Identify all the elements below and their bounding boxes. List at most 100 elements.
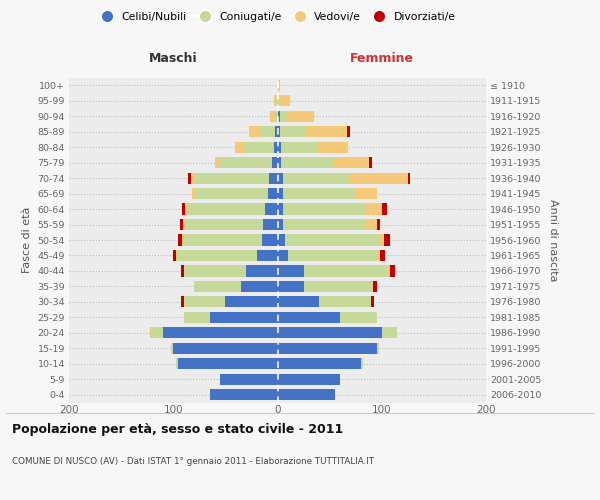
Bar (277, 266, 304, 276)
Bar (270, 110, 275, 122)
Bar (246, 266, 277, 276)
Bar (152, 328, 163, 338)
Bar (347, 126, 350, 137)
Bar (281, 157, 333, 168)
Bar (188, 172, 191, 184)
Bar (181, 296, 184, 308)
Bar (277, 172, 283, 184)
Bar (371, 296, 374, 308)
Bar (163, 328, 277, 338)
Bar (182, 219, 185, 230)
Bar (185, 204, 187, 214)
Bar (277, 204, 283, 214)
Bar (257, 250, 277, 261)
Bar (379, 234, 384, 246)
Bar (277, 374, 340, 385)
Bar (319, 296, 371, 308)
Bar (277, 250, 288, 261)
Bar (281, 142, 317, 152)
Bar (210, 312, 277, 323)
Bar (304, 281, 371, 292)
Bar (340, 312, 377, 323)
Bar (178, 358, 277, 370)
Bar (304, 266, 387, 276)
Bar (185, 219, 263, 230)
Bar (285, 234, 379, 246)
Bar (275, 110, 277, 122)
Bar (283, 188, 356, 199)
Bar (277, 95, 280, 106)
Bar (288, 250, 377, 261)
Bar (187, 204, 265, 214)
Bar (277, 281, 304, 292)
Bar (192, 188, 195, 199)
Bar (220, 157, 272, 168)
Bar (390, 266, 395, 276)
Bar (176, 250, 178, 261)
Bar (265, 204, 277, 214)
Y-axis label: Anni di nascita: Anni di nascita (548, 198, 559, 281)
Bar (283, 219, 366, 230)
Bar (277, 389, 335, 400)
Text: Popolazione per età, sesso e stato civile - 2011: Popolazione per età, sesso e stato civil… (12, 422, 343, 436)
Bar (268, 188, 277, 199)
Bar (288, 110, 314, 122)
Bar (272, 157, 277, 168)
Bar (173, 343, 277, 354)
Bar (384, 234, 390, 246)
Bar (275, 126, 277, 137)
Bar (277, 312, 340, 323)
Bar (220, 374, 277, 385)
Bar (382, 204, 387, 214)
Bar (277, 219, 283, 230)
Bar (333, 157, 369, 168)
Bar (373, 281, 377, 292)
Text: COMUNE DI NUSCO (AV) - Dati ISTAT 1° gennaio 2011 - Elaborazione TUTTITALIA.IT: COMUNE DI NUSCO (AV) - Dati ISTAT 1° gen… (12, 458, 374, 466)
Bar (283, 172, 350, 184)
Text: Maschi: Maschi (149, 52, 197, 64)
Bar (182, 204, 185, 214)
Bar (277, 234, 285, 246)
Bar (380, 250, 385, 261)
Bar (408, 172, 410, 184)
Bar (178, 234, 182, 246)
Bar (277, 80, 280, 91)
Bar (277, 126, 280, 137)
Bar (176, 358, 178, 370)
Bar (280, 95, 290, 106)
Legend: Celibi/Nubili, Coniugati/e, Vedovi/e, Divorziati/e: Celibi/Nubili, Coniugati/e, Vedovi/e, Di… (92, 8, 460, 26)
Bar (350, 172, 408, 184)
Bar (171, 343, 173, 354)
Bar (274, 95, 277, 106)
Bar (366, 204, 382, 214)
Bar (241, 281, 277, 292)
Bar (196, 172, 269, 184)
Text: Femmine: Femmine (350, 52, 414, 64)
Bar (195, 188, 268, 199)
Bar (277, 328, 382, 338)
Bar (361, 358, 363, 370)
Bar (178, 250, 257, 261)
Bar (194, 281, 241, 292)
Bar (387, 266, 390, 276)
Bar (262, 234, 277, 246)
Bar (277, 110, 280, 122)
Bar (283, 204, 366, 214)
Bar (260, 126, 275, 137)
Bar (243, 142, 274, 152)
Bar (366, 219, 377, 230)
Bar (274, 142, 277, 152)
Bar (280, 126, 305, 137)
Bar (173, 250, 176, 261)
Bar (277, 358, 361, 370)
Bar (317, 142, 349, 152)
Bar (277, 142, 281, 152)
Bar (277, 188, 283, 199)
Bar (184, 266, 246, 276)
Bar (235, 142, 243, 152)
Bar (210, 389, 277, 400)
Bar (269, 172, 277, 184)
Bar (371, 281, 373, 292)
Bar (179, 219, 182, 230)
Bar (250, 126, 260, 137)
